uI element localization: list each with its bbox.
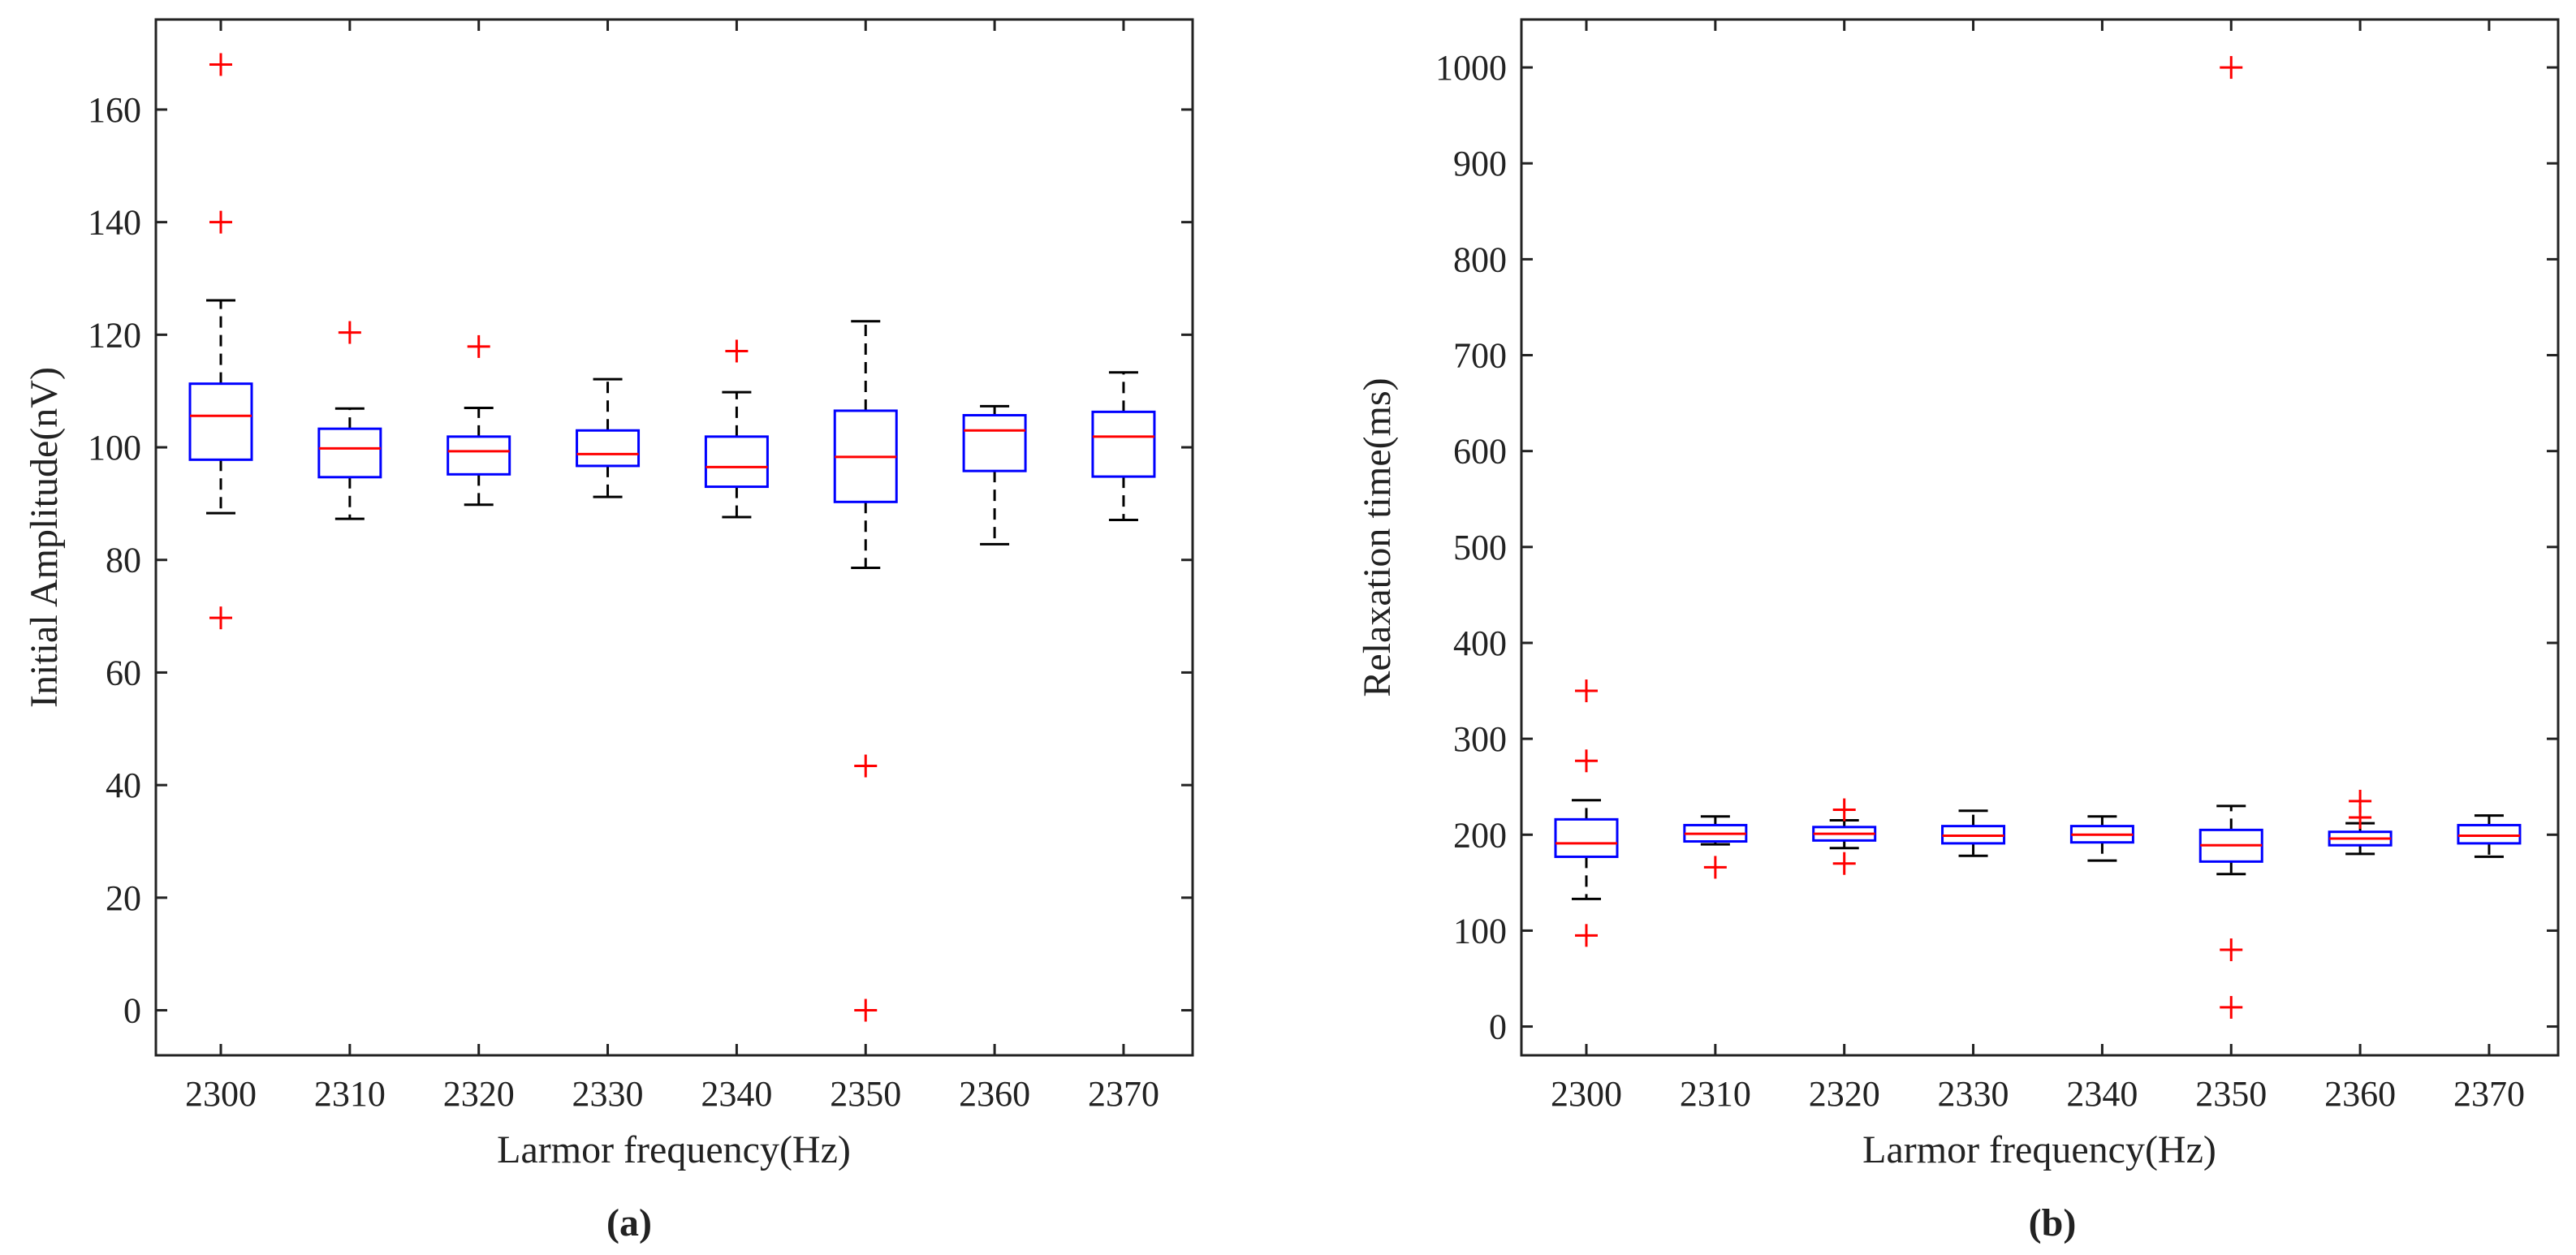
x-tick-label: 2310 bbox=[314, 1074, 386, 1114]
y-tick-label: 160 bbox=[88, 90, 141, 130]
box-2370 bbox=[2457, 814, 2522, 858]
x-tick-label: 2370 bbox=[1088, 1074, 1159, 1114]
box-iqr bbox=[317, 427, 382, 479]
box-iqr bbox=[962, 414, 1027, 472]
box-2360 bbox=[962, 404, 1027, 546]
y-tick-label: 500 bbox=[1453, 528, 1507, 567]
y-tick-label: 40 bbox=[106, 766, 141, 805]
box-2300 bbox=[1554, 679, 1619, 947]
outlier-marker bbox=[1832, 798, 1856, 822]
y-tick-label: 60 bbox=[106, 653, 141, 692]
box-2300 bbox=[188, 53, 253, 630]
y-tick-label: 20 bbox=[106, 878, 141, 918]
outlier-marker bbox=[1703, 856, 1727, 879]
y-tick-label: 80 bbox=[106, 541, 141, 580]
box-2320 bbox=[1812, 798, 1877, 875]
outlier-marker bbox=[1575, 679, 1598, 703]
box-iqr bbox=[188, 382, 253, 461]
box-2320 bbox=[447, 334, 511, 507]
x-tick-label: 2320 bbox=[443, 1074, 515, 1114]
panel-b-x-axis-title: Larmor frequency(Hz) bbox=[1862, 1128, 2216, 1171]
outlier-marker bbox=[1575, 749, 1598, 773]
x-tick-label: 2350 bbox=[2195, 1074, 2267, 1114]
x-tick-label: 2360 bbox=[959, 1074, 1030, 1114]
box-2350 bbox=[833, 320, 898, 1022]
box-iqr bbox=[447, 435, 511, 476]
box-2340 bbox=[2069, 815, 2134, 862]
outlier-marker bbox=[467, 334, 490, 358]
box-2360 bbox=[2328, 789, 2393, 856]
outlier-marker bbox=[338, 321, 361, 344]
panel-a-y-axis-title: Initial Amplitude(nV) bbox=[23, 367, 66, 708]
panel-b-label: (b) bbox=[2029, 1201, 2077, 1244]
box-iqr bbox=[2457, 823, 2522, 845]
panel-a-label: (a) bbox=[606, 1201, 652, 1244]
box-2370 bbox=[1091, 371, 1156, 522]
x-tick-label: 2340 bbox=[701, 1074, 772, 1114]
y-tick-label: 140 bbox=[88, 203, 141, 243]
y-tick-label: 120 bbox=[88, 315, 141, 355]
y-tick-label: 300 bbox=[1453, 719, 1507, 759]
box-2330 bbox=[576, 377, 641, 498]
panel-b-axes-frame bbox=[1520, 18, 2560, 1057]
y-tick-label: 0 bbox=[123, 991, 141, 1031]
y-tick-label: 800 bbox=[1453, 239, 1507, 279]
x-tick-label: 2320 bbox=[1809, 1074, 1880, 1114]
outlier-marker bbox=[854, 754, 878, 778]
x-tick-label: 2310 bbox=[1680, 1074, 1751, 1114]
x-tick-label: 2370 bbox=[2453, 1074, 2525, 1114]
outlier-marker bbox=[209, 606, 232, 630]
panel-a-axes-frame bbox=[154, 18, 1194, 1057]
box-iqr bbox=[576, 429, 641, 468]
outlier-marker bbox=[209, 53, 232, 76]
y-tick-label: 1000 bbox=[1435, 48, 1507, 88]
y-tick-label: 100 bbox=[1453, 911, 1507, 951]
panel-a-x-axis-title: Larmor frequency(Hz) bbox=[497, 1128, 851, 1171]
panel-a-ticks: 0 20 40 60 80 100 120 140 160 2300 2310 2320 2330 234… bbox=[88, 19, 1193, 1114]
y-tick-label: 200 bbox=[1453, 815, 1507, 855]
outlier-marker bbox=[2220, 995, 2243, 1019]
panel-a-chart: 0 20 40 60 80 100 120 140 160 2300 2310 2320 2330 234… bbox=[23, 18, 1194, 1244]
panel-b-ticks: 0 100 200 300 400 500 600 700 800 900 1000 2300 2310… bbox=[1435, 19, 2558, 1114]
box-iqr bbox=[1554, 817, 1619, 858]
outlier-marker bbox=[2220, 938, 2243, 962]
outlier-marker bbox=[2349, 805, 2372, 829]
outlier-marker bbox=[2220, 56, 2243, 80]
y-tick-label: 900 bbox=[1453, 144, 1507, 183]
outlier-marker bbox=[209, 210, 232, 234]
y-tick-label: 0 bbox=[1489, 1007, 1507, 1047]
box-iqr bbox=[1091, 410, 1156, 478]
box-2340 bbox=[704, 339, 769, 519]
panel-a-boxes bbox=[188, 53, 1156, 1022]
y-tick-label: 700 bbox=[1453, 336, 1507, 376]
box-2330 bbox=[1941, 809, 2006, 857]
outlier-marker bbox=[725, 339, 749, 363]
panel-b-y-axis-title: Relaxation time(ms) bbox=[1356, 377, 1399, 697]
outlier-marker bbox=[854, 998, 878, 1022]
y-tick-label: 400 bbox=[1453, 623, 1507, 663]
outlier-marker bbox=[1575, 924, 1598, 947]
panel-b-chart: 0 100 200 300 400 500 600 700 800 900 1000 2300 2310… bbox=[1356, 18, 2560, 1244]
x-tick-label: 2330 bbox=[1938, 1074, 2009, 1114]
x-tick-label: 2340 bbox=[2066, 1074, 2138, 1114]
box-iqr bbox=[704, 435, 769, 489]
x-tick-label: 2350 bbox=[830, 1074, 901, 1114]
box-2310 bbox=[317, 321, 382, 520]
y-tick-label: 100 bbox=[88, 428, 141, 468]
x-tick-label: 2300 bbox=[185, 1074, 257, 1114]
box-2350 bbox=[2198, 56, 2263, 1019]
x-tick-label: 2300 bbox=[1551, 1074, 1622, 1114]
box-2310 bbox=[1683, 815, 1748, 879]
panel-b-boxes bbox=[1554, 56, 2522, 1019]
outlier-marker bbox=[1832, 852, 1856, 875]
x-tick-label: 2330 bbox=[572, 1074, 644, 1114]
y-tick-label: 600 bbox=[1453, 432, 1507, 472]
x-tick-label: 2360 bbox=[2324, 1074, 2396, 1114]
